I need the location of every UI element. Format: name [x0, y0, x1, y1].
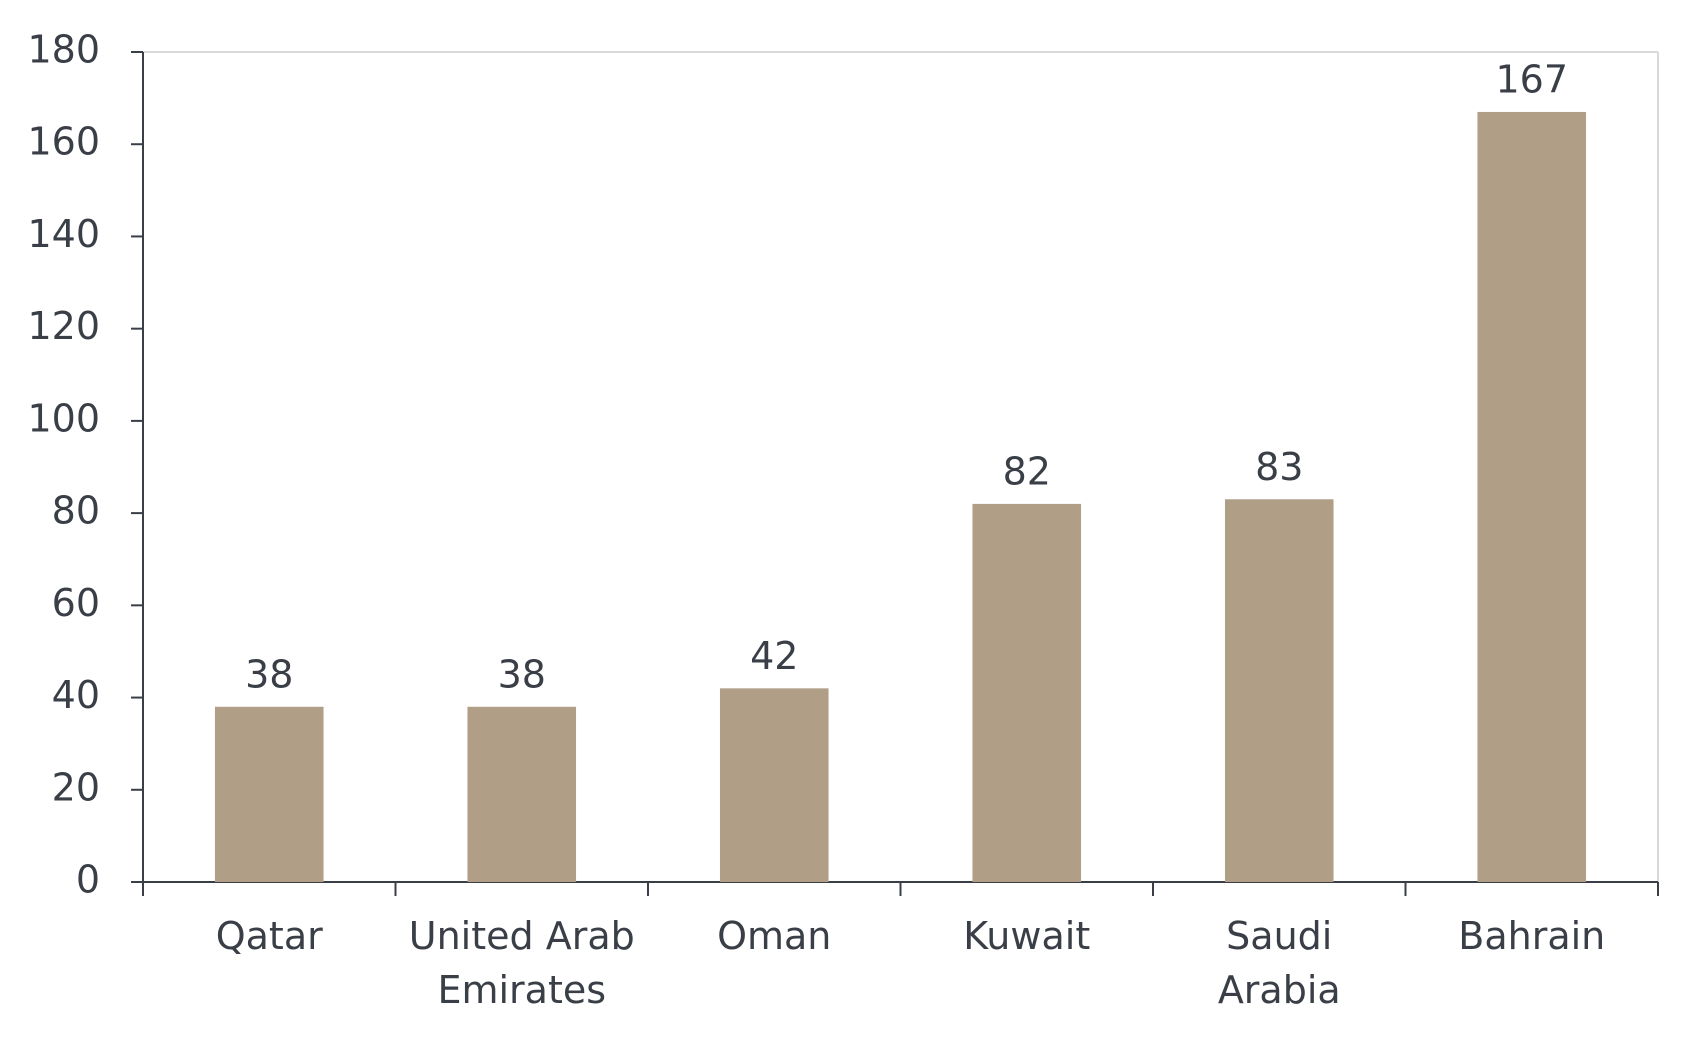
bar	[972, 503, 1082, 882]
y-tick-label: 140	[27, 212, 100, 256]
y-tick-label: 20	[52, 765, 100, 809]
y-tick-label: 120	[27, 304, 100, 348]
bar	[467, 706, 577, 882]
data-label: 82	[1003, 449, 1051, 493]
y-tick-label: 180	[27, 28, 100, 72]
x-tick-label: Qatar	[215, 914, 323, 958]
x-tick-label: Bahrain	[1458, 914, 1606, 958]
y-tick-label: 80	[52, 489, 100, 533]
data-label: 83	[1255, 445, 1303, 489]
data-label: 42	[750, 634, 798, 678]
y-tick-label: 0	[76, 858, 100, 902]
data-label: 38	[498, 652, 546, 696]
x-tick-label: Kuwait	[963, 914, 1091, 958]
y-tick-label: 100	[27, 396, 100, 440]
y-tick-label: 160	[27, 120, 100, 164]
bar	[1477, 111, 1587, 882]
data-label: 167	[1495, 57, 1568, 101]
bar	[719, 688, 829, 882]
x-tick-label: Oman	[717, 914, 832, 958]
bar	[1224, 499, 1334, 882]
bar	[214, 706, 324, 882]
x-tick-label: Saudi Arabia	[1217, 914, 1341, 1012]
y-tick-label: 60	[52, 581, 100, 625]
x-tick-label: United Arab Emirates	[408, 914, 635, 1012]
y-tick-label: 40	[52, 673, 100, 717]
data-label: 38	[245, 652, 293, 696]
